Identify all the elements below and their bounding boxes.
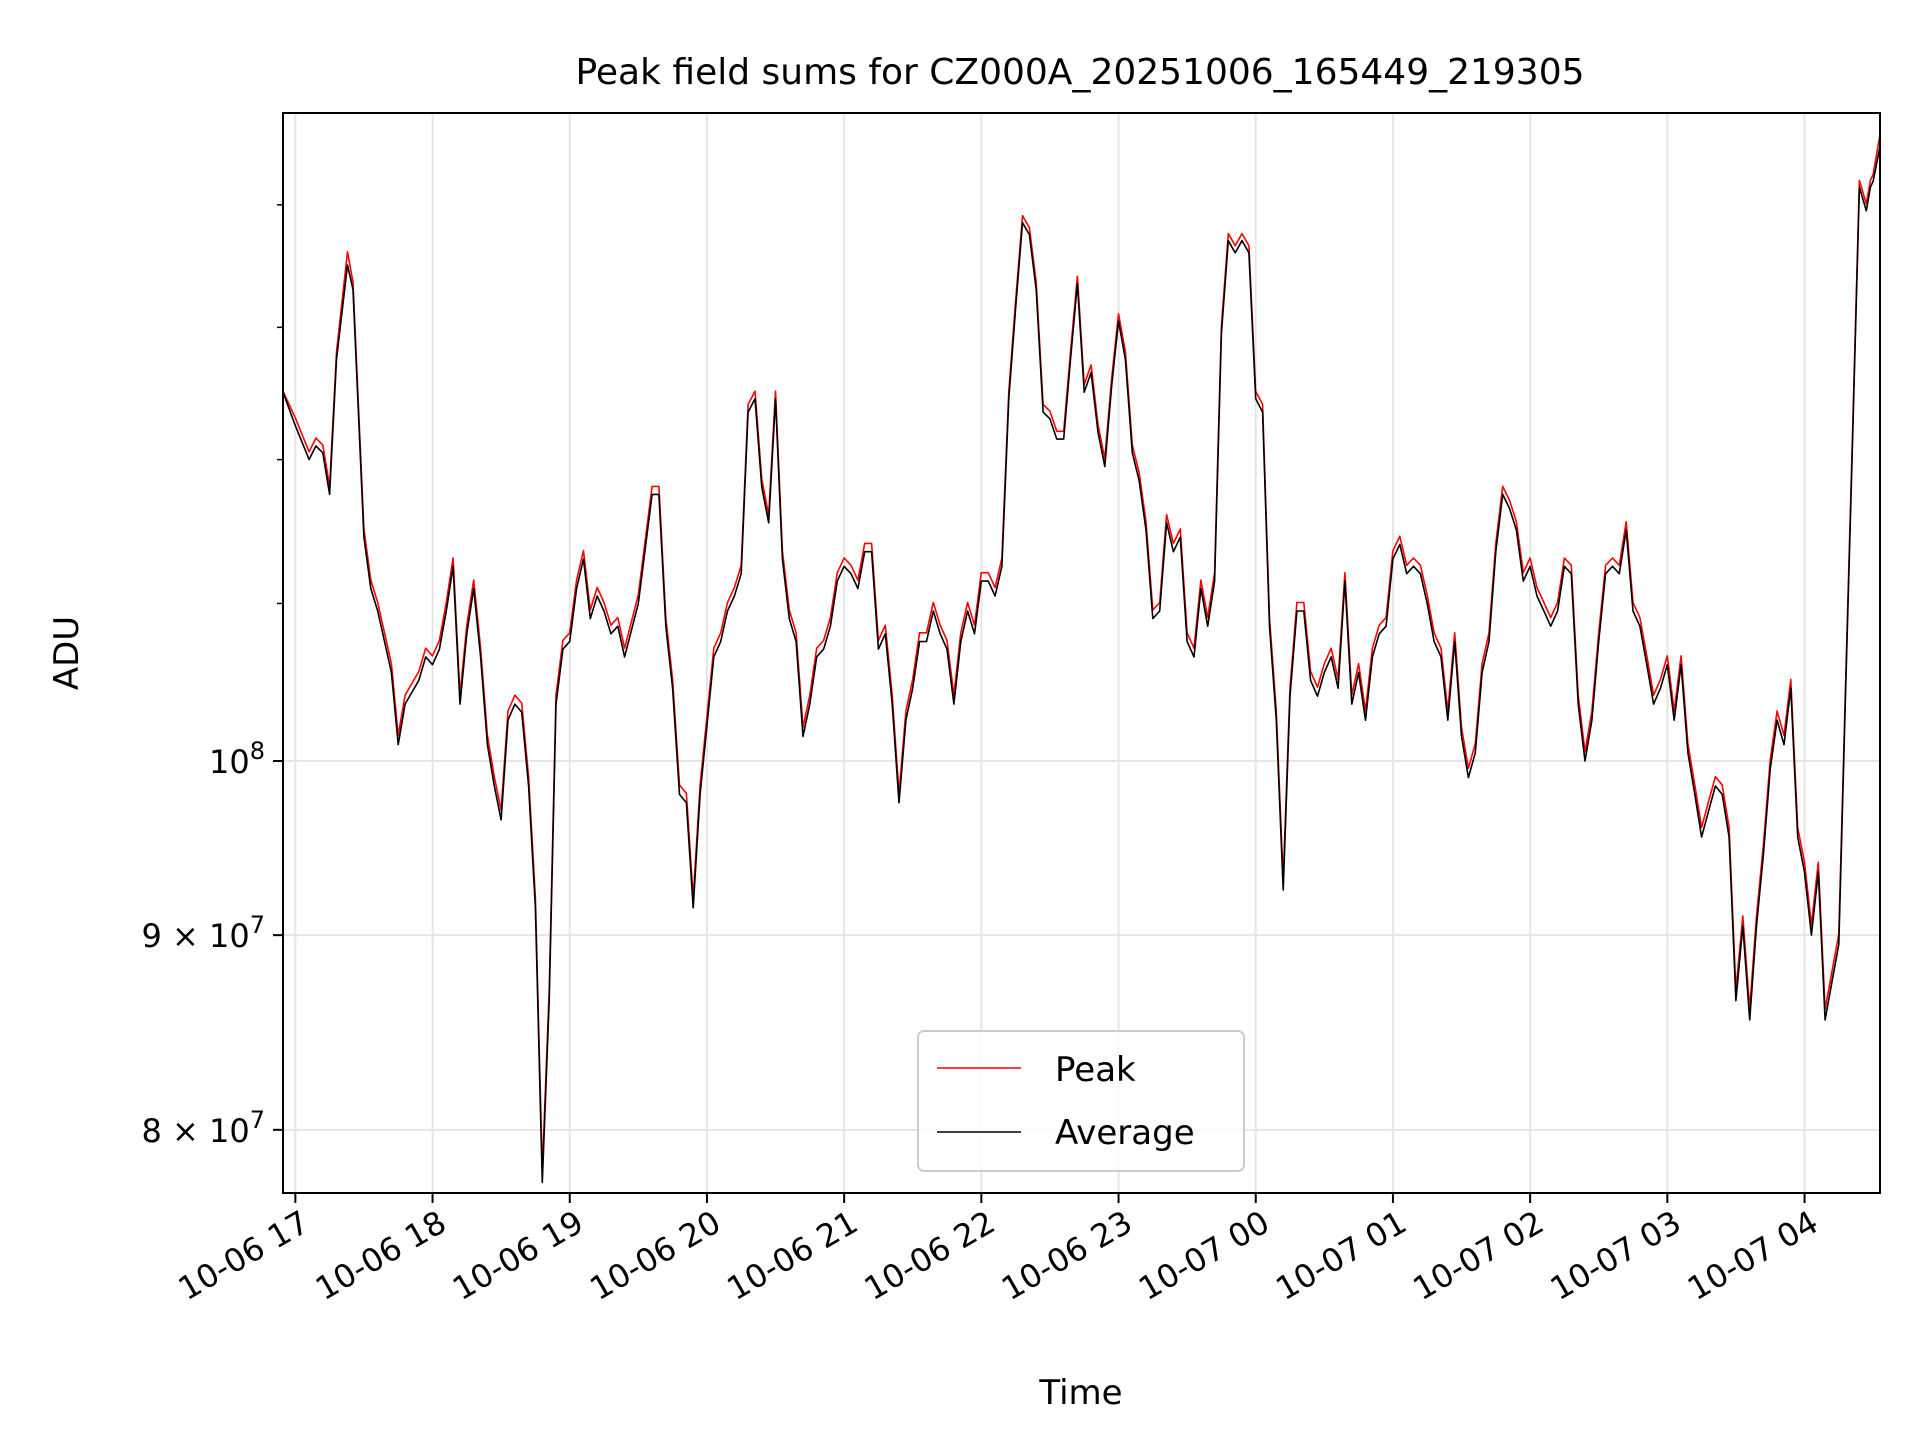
legend-box [917,1030,1245,1172]
plot-frame [282,112,1881,1194]
legend-peak-label: Peak [1055,1050,1136,1090]
y-tick-label: 8 × 107 [141,1106,265,1150]
y-tick-base: 8 × 10 [141,1112,249,1150]
grid [283,113,1880,1193]
y-axis-label: ADU [47,616,87,690]
legend-average-label: Average [1055,1113,1195,1153]
y-tick-base: 9 × 10 [141,917,249,955]
x-axis-label: Time [1038,1373,1122,1413]
chart-title: Peak field sums for CZ000A_20251006_1654… [575,52,1584,93]
y-tick-exponent: 7 [250,1106,265,1134]
y-tick-exponent: 7 [250,911,265,939]
legend: Peak Average [917,1030,1245,1172]
y-tick-base: 10 [209,743,250,781]
y-tick-label: 9 × 107 [141,911,265,955]
series-line-average [283,146,1880,1184]
y-tick-exponent: 8 [250,737,265,765]
series-layer [283,134,1880,1184]
y-tick-label: 108 [209,737,265,781]
